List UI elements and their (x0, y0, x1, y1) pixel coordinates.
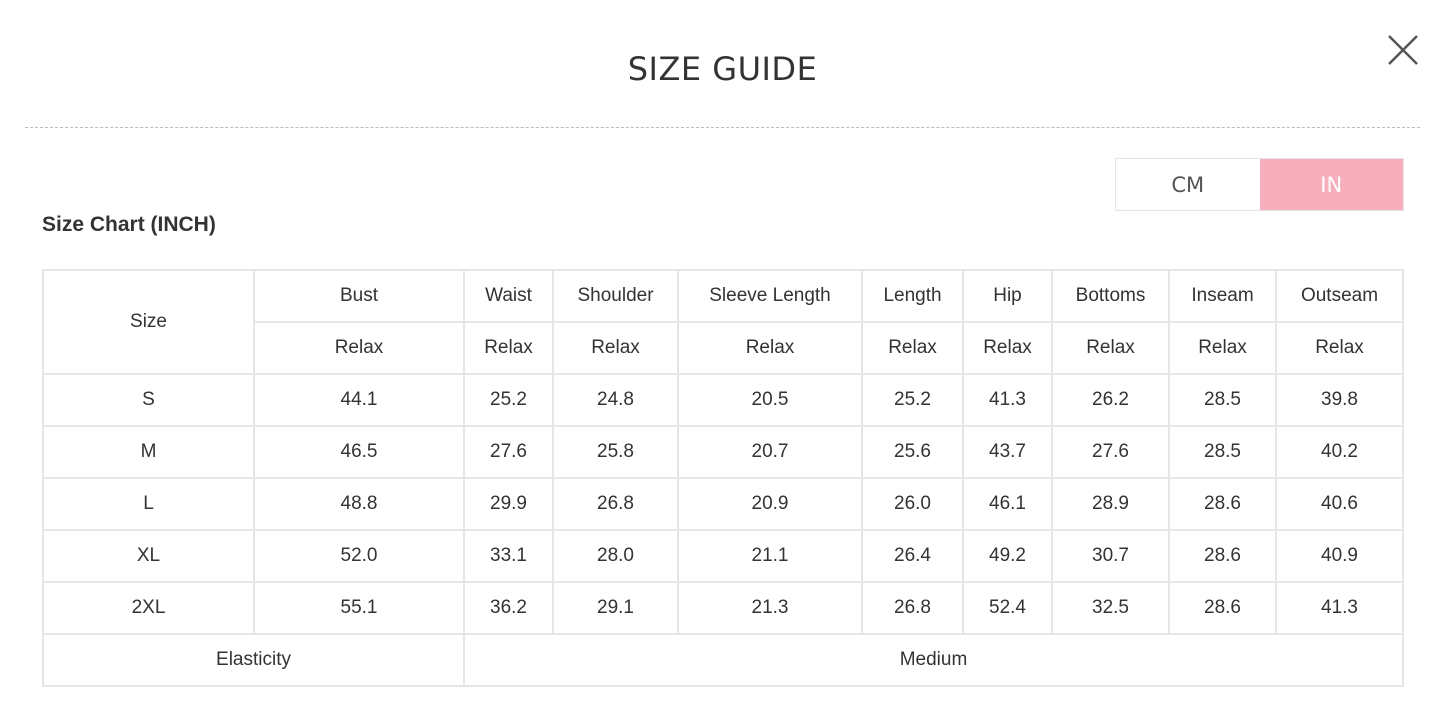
measurement-cell: 28.0 (552, 529, 679, 583)
subheader-row: Relax Relax Relax Relax Relax Relax Relax Relax… (43, 321, 1404, 375)
measurement-cell: 44.1 (253, 373, 465, 427)
column-subheader: Relax (552, 321, 679, 375)
table-row: XL 52.0 33.1 28.0 21.1 26.4 49.2 30.7 28.6 40.9 (42, 529, 1404, 583)
column-header: Hip (962, 269, 1053, 323)
column-header: Outseam (1275, 269, 1404, 323)
size-chart-title: Size Chart (INCH) (42, 213, 216, 236)
column-header: Length (861, 269, 964, 323)
column-header: Bust (253, 269, 465, 323)
measurement-cell: 49.2 (962, 529, 1053, 583)
measurement-cell: 28.6 (1168, 477, 1277, 531)
table-row: L 48.8 29.9 26.8 20.9 26.0 46.1 28.9 28.6 40.6 (42, 477, 1404, 531)
measurement-cell: 33.1 (463, 529, 554, 583)
close-icon[interactable] (1386, 33, 1420, 67)
measurement-cell: 28.5 (1168, 373, 1277, 427)
measurement-cell: 46.1 (962, 477, 1053, 531)
measurement-cell: 27.6 (1051, 425, 1170, 479)
column-subheader: Relax (962, 321, 1053, 375)
elasticity-label: Elasticity (42, 633, 465, 687)
column-subheader: Relax (253, 321, 465, 375)
size-cell: XL (42, 529, 255, 583)
measurement-cell: 40.2 (1275, 425, 1404, 479)
measurement-cell: 26.8 (552, 477, 679, 531)
measurement-cell: 26.2 (1051, 373, 1170, 427)
measurement-cell: 25.2 (861, 373, 964, 427)
table-row: 2XL 55.1 36.2 29.1 21.3 26.8 52.4 32.5 28.6 41.3 (42, 581, 1404, 635)
measurement-cell: 24.8 (552, 373, 679, 427)
modal-title: SIZE GUIDE (627, 50, 818, 88)
unit-in-button[interactable]: IN (1259, 159, 1403, 210)
measurement-cell: 20.5 (677, 373, 863, 427)
column-subheader: Relax (1275, 321, 1404, 375)
measurement-cell: 36.2 (463, 581, 554, 635)
size-cell: L (42, 477, 255, 531)
column-subheader: Relax (861, 321, 964, 375)
column-header: Shoulder (552, 269, 679, 323)
size-cell: M (42, 425, 255, 479)
column-subheader: Relax (1051, 321, 1170, 375)
header-row: Size Bust Waist Shoulder Sleeve Length Length… (42, 269, 1404, 375)
measurement-cell: 40.6 (1275, 477, 1404, 531)
column-subheader: Relax (463, 321, 554, 375)
elasticity-value: Medium (463, 633, 1404, 687)
measurement-cell: 30.7 (1051, 529, 1170, 583)
table-row: M 46.5 27.6 25.8 20.7 25.6 43.7 27.6 28.5 40.2 (42, 425, 1404, 479)
measurement-cell: 40.9 (1275, 529, 1404, 583)
measurement-cell: 28.6 (1168, 581, 1277, 635)
measurement-cell: 52.0 (253, 529, 465, 583)
measurement-cell: 20.9 (677, 477, 863, 531)
column-subheader: Relax (1168, 321, 1277, 375)
measurement-cell: 48.8 (253, 477, 465, 531)
column-header: Sleeve Length (677, 269, 863, 323)
measurement-cell: 25.8 (552, 425, 679, 479)
measurement-cell: 26.0 (861, 477, 964, 531)
elasticity-row: Elasticity Medium (42, 633, 1404, 687)
measurement-cell: 26.4 (861, 529, 964, 583)
measurement-cell: 27.6 (463, 425, 554, 479)
measurement-cell: 29.9 (463, 477, 554, 531)
size-header: Size (42, 269, 255, 375)
measurement-cell: 28.5 (1168, 425, 1277, 479)
measurement-cell: 21.3 (677, 581, 863, 635)
measurement-cell: 20.7 (677, 425, 863, 479)
size-cell: 2XL (42, 581, 255, 635)
measurement-cell: 46.5 (253, 425, 465, 479)
measurement-cell: 28.9 (1051, 477, 1170, 531)
measurement-cell: 43.7 (962, 425, 1053, 479)
unit-cm-button[interactable]: CM (1116, 159, 1260, 210)
measurement-cell: 26.8 (861, 581, 964, 635)
measurement-cell: 41.3 (1275, 581, 1404, 635)
measurement-cell: 25.2 (463, 373, 554, 427)
measurement-cell: 55.1 (253, 581, 465, 635)
unit-toggle: CM IN (1115, 158, 1404, 211)
size-cell: S (42, 373, 255, 427)
column-header: Bottoms (1051, 269, 1170, 323)
measurement-cell: 25.6 (861, 425, 964, 479)
column-subheader: Relax (677, 321, 863, 375)
size-chart-table: Size Bust Waist Shoulder Sleeve Length Length… (42, 269, 1404, 687)
measurement-cell: 29.1 (552, 581, 679, 635)
table-row: S 44.1 25.2 24.8 20.5 25.2 41.3 26.2 28.5 39.8 (42, 373, 1404, 427)
measurement-cell: 32.5 (1051, 581, 1170, 635)
column-header: Waist (463, 269, 554, 323)
measurement-cell: 28.6 (1168, 529, 1277, 583)
measurement-cell: 41.3 (962, 373, 1053, 427)
measurement-cell: 21.1 (677, 529, 863, 583)
measurement-cell: 52.4 (962, 581, 1053, 635)
measurement-cell: 39.8 (1275, 373, 1404, 427)
divider (25, 127, 1420, 128)
column-header: Inseam (1168, 269, 1277, 323)
